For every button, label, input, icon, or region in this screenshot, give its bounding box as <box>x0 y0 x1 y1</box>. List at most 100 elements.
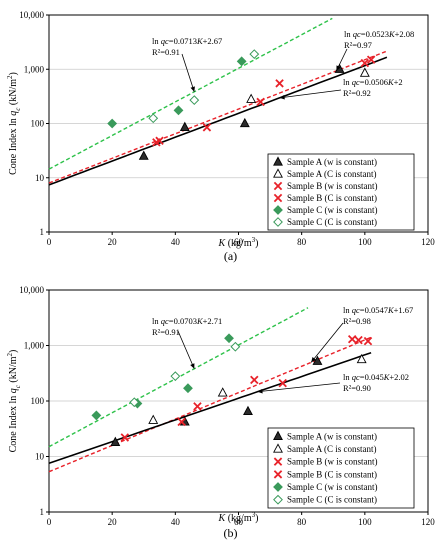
legend-marker <box>273 470 283 479</box>
data-point <box>230 341 241 352</box>
legend-label: Sample B (C is constant) <box>287 193 377 203</box>
chart-panel-b: 1 10 100 1,000 10,000 0 20 40 60 80 100 120 K (kg/m3… <box>6 285 435 540</box>
r-squared-label: R²=0.91 <box>152 47 180 57</box>
x-axis-label: K (kg/m3) <box>218 236 259 249</box>
legend-label: Sample B (w is constant) <box>287 181 378 191</box>
data-point <box>183 383 193 394</box>
y-tick-label: 1,000 <box>24 64 45 74</box>
fit-line <box>48 50 388 184</box>
annotation-arrow <box>310 322 344 363</box>
data-point-stroke <box>366 55 376 64</box>
x-tick-label: 100 <box>358 517 372 527</box>
legend-marker <box>273 181 283 191</box>
equation-label: ln qc=0.0703K+2.71 <box>152 316 222 326</box>
x-tick-label: 20 <box>108 237 118 247</box>
data-point <box>177 417 186 427</box>
data-point <box>148 414 159 424</box>
legend-label: Sample A (w is constant) <box>287 431 377 441</box>
y-tick-label: 10 <box>35 173 45 183</box>
data-point <box>189 95 200 106</box>
data-point-stroke <box>155 136 164 146</box>
fit-line <box>48 17 333 170</box>
equation-label: ln qc=0.0523K+2.08 <box>344 29 414 39</box>
legend-label: Sample A (w is constant) <box>287 157 377 167</box>
legend-marker-stroke <box>273 470 283 479</box>
x-tick-label: 100 <box>358 237 372 247</box>
legend-marker <box>273 482 283 492</box>
x-tick-label: 0 <box>47 237 52 247</box>
data-point <box>155 136 164 146</box>
y-tick-label: 1 <box>40 227 45 237</box>
data-point <box>224 333 234 344</box>
legend-marker-stroke <box>273 193 283 203</box>
annotation-arrowhead <box>336 65 341 71</box>
x-tick-label: 20 <box>108 517 118 527</box>
data-point-stroke <box>278 378 287 388</box>
data-point-stroke <box>354 335 363 345</box>
data-point <box>193 402 202 411</box>
data-point <box>120 433 130 442</box>
legend-label: Sample A (C is constant) <box>287 169 377 179</box>
data-point-stroke <box>275 79 284 88</box>
data-point <box>354 335 363 345</box>
y-tick-label: 1 <box>40 507 45 517</box>
annotation-arrow <box>181 53 195 92</box>
data-point <box>217 387 228 397</box>
data-point <box>202 123 212 132</box>
legend-label: Sample C (w is constant) <box>287 205 378 215</box>
y-axis-label: Cone Index ln qc (kN/m2) <box>6 72 22 175</box>
annotation-arrowhead <box>190 86 195 92</box>
r-squared-label: R²=0.92 <box>343 88 371 98</box>
chart-panel-a: 1 10 100 1,000 10,000 0 20 40 60 80 100 120 K (kg/m3… <box>6 10 435 263</box>
y-axis-label: Cone Index ln qc (kN/m2) <box>6 350 22 453</box>
data-point-stroke <box>120 433 130 442</box>
data-point <box>360 58 370 68</box>
legend-label: Sample B (w is constant) <box>287 457 378 467</box>
legend-label: Sample C (C is constant) <box>287 495 377 505</box>
legend-label: Sample B (C is constant) <box>287 469 377 479</box>
fit-line <box>48 351 372 465</box>
annotation-arrowhead <box>190 363 195 369</box>
r-squared-label: R²=0.90 <box>343 383 371 393</box>
data-point-stroke <box>363 336 373 346</box>
legend-marker <box>273 430 283 440</box>
legend-marker <box>273 156 283 166</box>
data-point <box>129 397 140 408</box>
panel-caption: (b) <box>224 526 238 540</box>
data-point <box>170 371 181 382</box>
legend: Sample A (w is constant) Sample A (C is c… <box>267 153 415 231</box>
equation-label: ln qc=0.045K+2.02 <box>343 372 409 382</box>
legend-box <box>267 153 415 231</box>
y-tick-label: 10,000 <box>19 10 44 20</box>
data-point <box>359 67 370 77</box>
data-point <box>366 55 376 64</box>
equation-label: ln qc=0.0547K+1.67 <box>343 305 413 315</box>
data-point-stroke <box>177 417 186 427</box>
legend-label: Sample C (C is constant) <box>287 217 377 227</box>
x-tick-label: 120 <box>421 237 435 247</box>
legend-marker <box>273 494 283 505</box>
x-tick-label: 60 <box>234 517 244 527</box>
y-tick-label: 100 <box>31 396 45 406</box>
data-point <box>110 436 121 446</box>
data-point <box>243 405 253 416</box>
data-point <box>148 113 159 124</box>
data-point <box>138 150 149 160</box>
x-tick-label: 60 <box>234 237 244 247</box>
legend-marker-stroke <box>273 181 283 191</box>
legend-label: Sample A (C is constant) <box>287 444 377 454</box>
data-point <box>363 336 373 346</box>
y-tick-label: 1,000 <box>24 341 45 351</box>
data-point <box>312 355 323 365</box>
x-tick-label: 40 <box>171 517 181 527</box>
data-point-stroke <box>347 334 357 344</box>
equation-label: ln qc=0.0506K+2 <box>343 77 403 87</box>
data-point <box>250 375 259 385</box>
annotation-arrow <box>257 382 341 393</box>
x-axis-label: K (kg/m3) <box>218 511 259 524</box>
legend-marker <box>273 217 283 227</box>
annotation-arrow <box>279 89 342 99</box>
data-point-stroke <box>193 402 202 411</box>
data-point <box>278 378 287 388</box>
annotation-arrow <box>177 330 195 369</box>
